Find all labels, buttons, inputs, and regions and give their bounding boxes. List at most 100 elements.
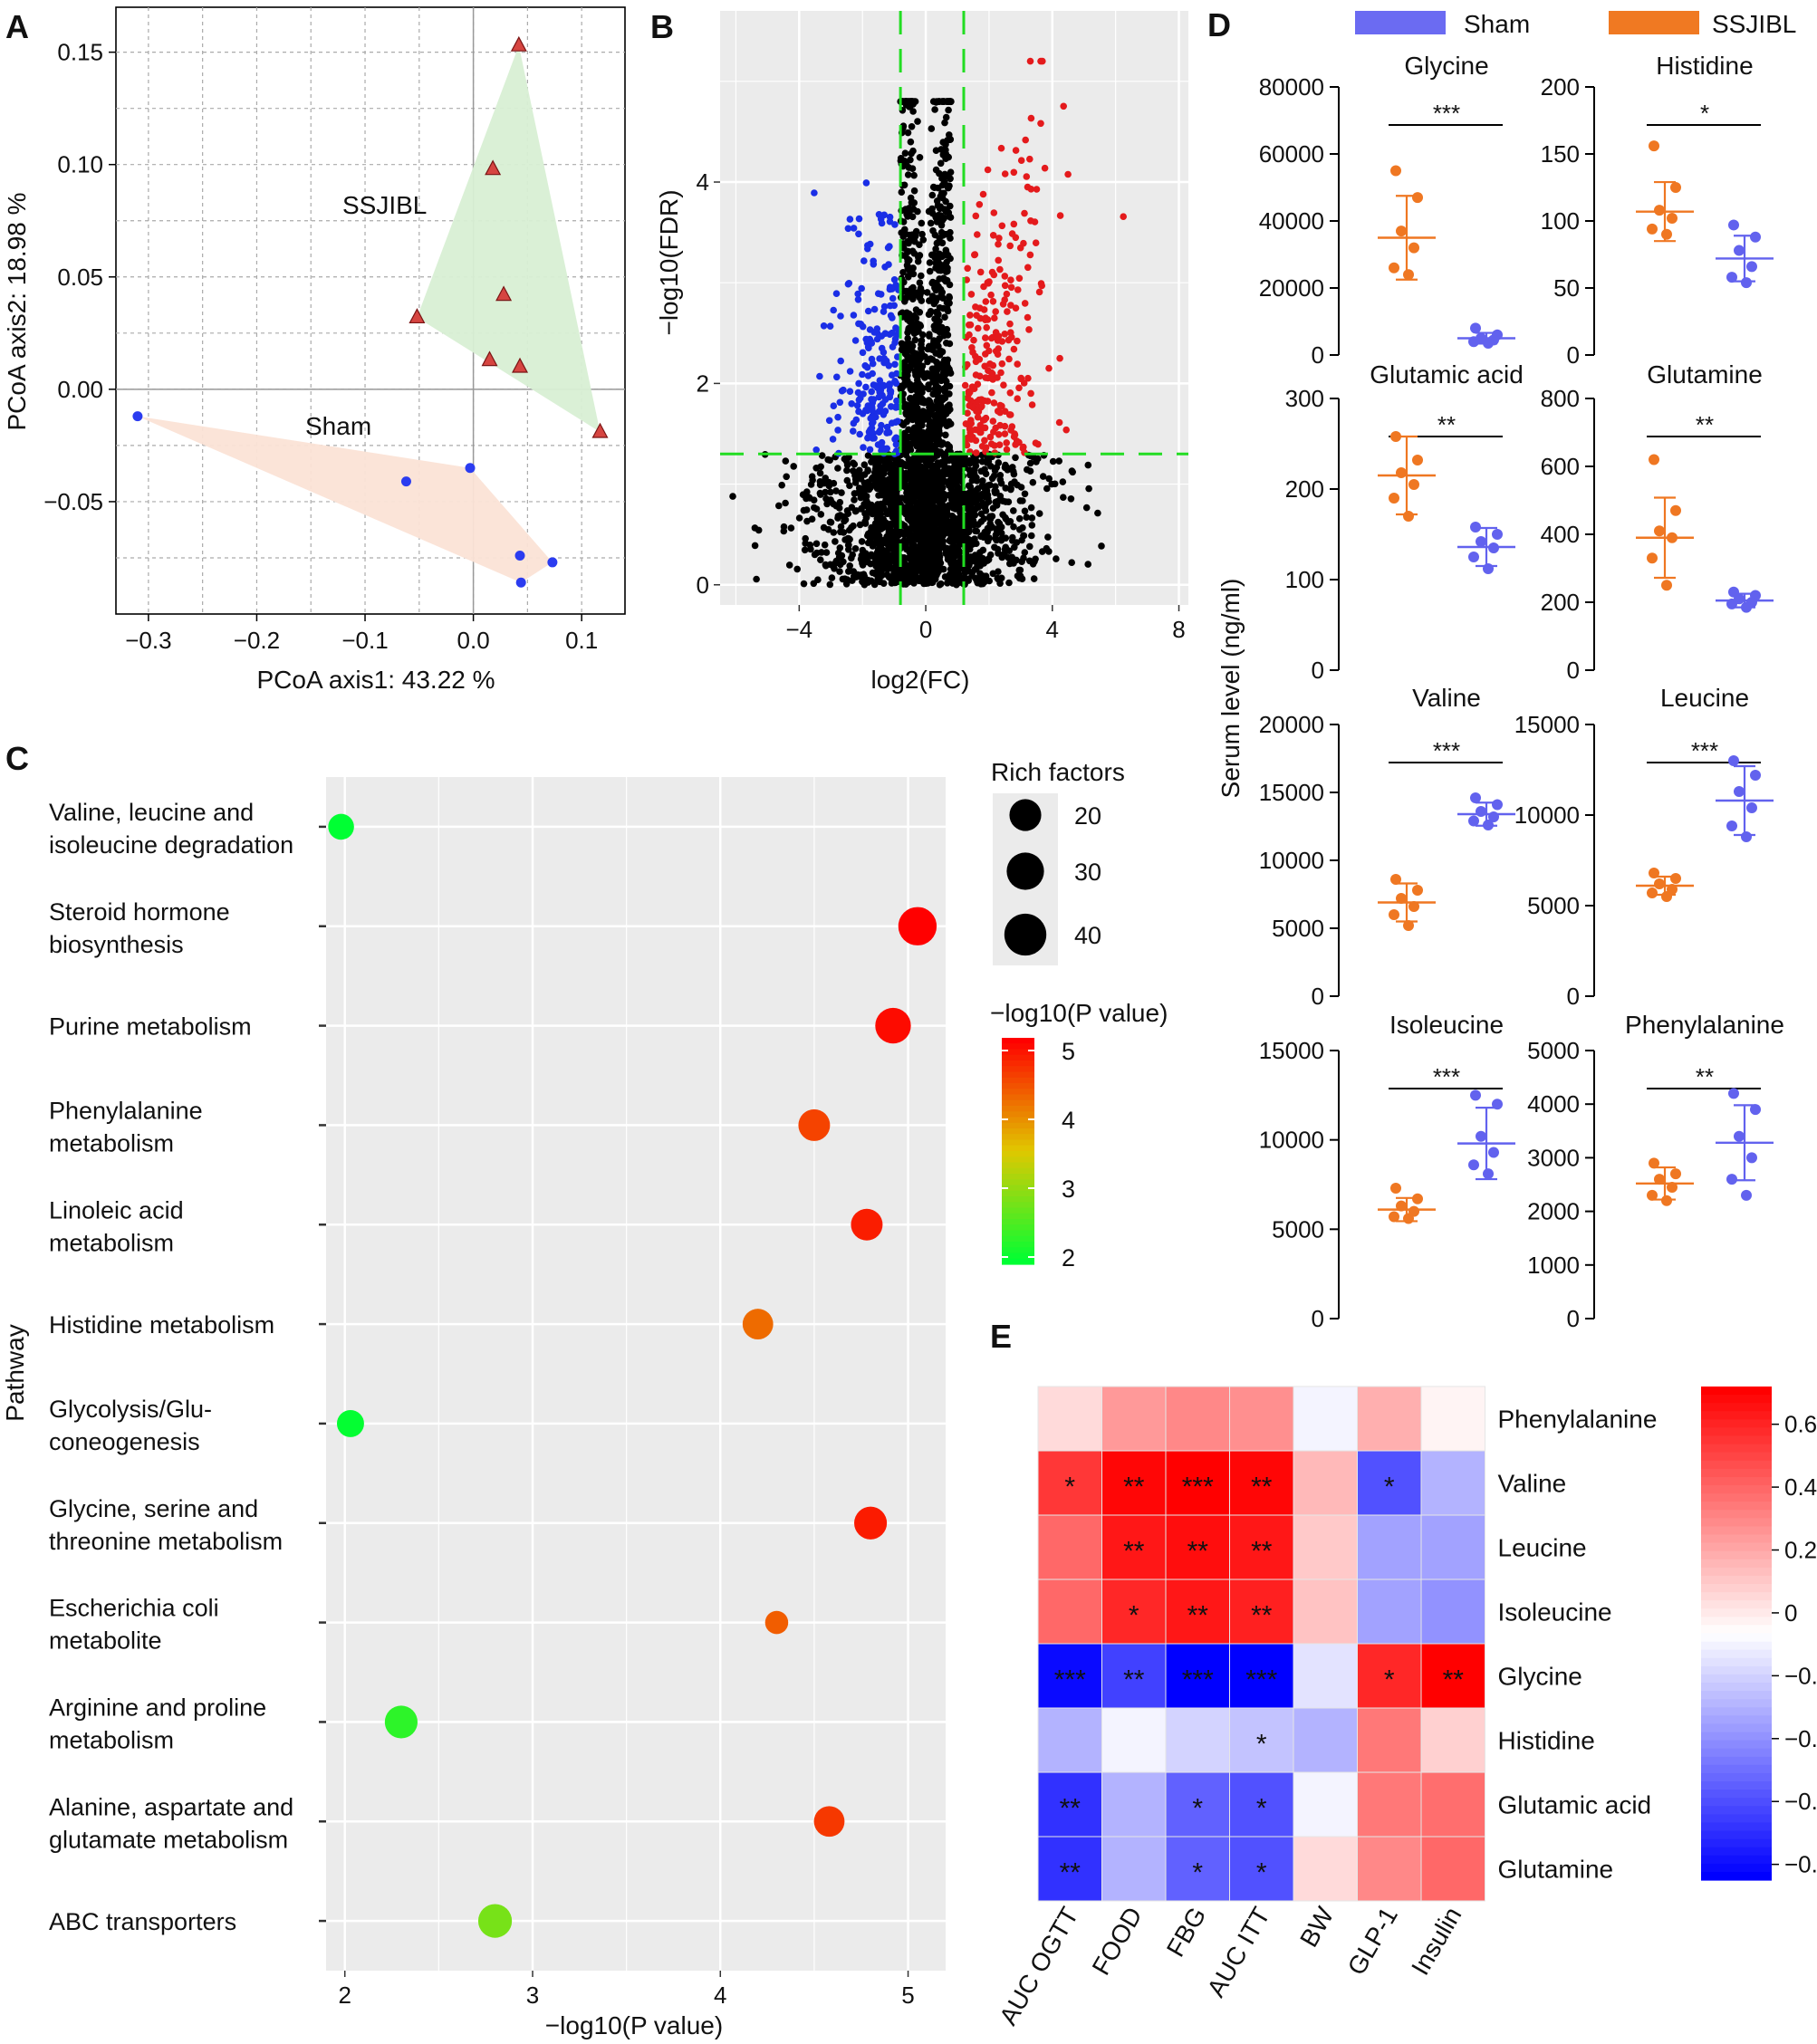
point-ns [927, 571, 934, 578]
point-ns [906, 546, 913, 553]
point-ns [918, 272, 925, 280]
point-up [972, 303, 979, 311]
pathway-bubble [875, 1007, 911, 1044]
point-ns [994, 545, 1002, 553]
point-up [968, 344, 976, 351]
y-tick-label: 5000 [1527, 892, 1580, 919]
colorbar-swatch [1701, 1641, 1772, 1651]
point-up [1024, 313, 1032, 321]
data-point-ssjibl [1670, 1168, 1681, 1180]
colorbar-swatch [1701, 1592, 1772, 1601]
y-axis-label: Serum level (ng/ml) [1216, 579, 1245, 799]
point-ssjibl [481, 350, 498, 367]
color-legend-swatch [1002, 1185, 1034, 1192]
point-ns [826, 581, 834, 589]
point-ns [1039, 473, 1047, 480]
point-down [890, 276, 899, 283]
point-up [982, 374, 989, 381]
point-ns [868, 551, 875, 559]
heatmap-cell [1420, 1771, 1485, 1838]
x-tick-label: −0.1 [341, 627, 388, 654]
y-tick-label: 4000 [1527, 1090, 1580, 1118]
point-ns [922, 415, 930, 423]
point-ns [946, 445, 953, 452]
point-ns [907, 138, 915, 146]
point-ns [882, 494, 890, 501]
color-legend-swatch [1002, 1179, 1034, 1186]
point-ns [906, 318, 914, 326]
data-point-ssjibl [1654, 878, 1665, 889]
pathway-label: Glycolysis/Glu- [49, 1396, 212, 1423]
point-ns [892, 476, 900, 485]
data-point-sham [1483, 1168, 1494, 1180]
x-tick-label: 0.1 [565, 627, 598, 654]
point-sham [547, 557, 558, 568]
point-down [868, 338, 875, 346]
point-up [1012, 304, 1020, 312]
point-ns [1038, 548, 1046, 555]
point-ns [1028, 532, 1035, 540]
color-legend-swatch [1002, 1196, 1034, 1203]
point-ns [915, 254, 922, 261]
y-tick-label: 20000 [1259, 711, 1324, 738]
point-ns [937, 222, 946, 229]
point-ns [811, 504, 818, 512]
point-ns [822, 549, 831, 556]
point-ns [1055, 457, 1062, 465]
point-ns [1014, 481, 1021, 489]
point-up [1014, 395, 1021, 403]
point-ns [903, 525, 910, 533]
point-ns [832, 487, 840, 494]
colorbar-swatch [1701, 1575, 1772, 1585]
point-down [856, 430, 863, 438]
point-ns [837, 523, 845, 531]
point-down [883, 423, 891, 431]
cell-significance: * [1256, 1858, 1267, 1888]
point-up [989, 231, 997, 239]
point-up [1062, 426, 1070, 434]
point-ns [921, 498, 929, 505]
point-ns [979, 477, 986, 485]
point-up [1056, 212, 1064, 219]
point-up [989, 417, 997, 425]
point-ns [995, 568, 1002, 575]
data-point-ssjibl [1667, 1181, 1678, 1193]
pathway-label: isoleucine degradation [49, 831, 293, 859]
colorbar-label: −0.6 [1784, 1788, 1817, 1815]
point-down [889, 294, 897, 302]
pathway-bubble [384, 1705, 418, 1739]
size-legend-bubble [1004, 913, 1047, 956]
y-tick-label: 1000 [1527, 1252, 1580, 1279]
colorbar-swatch [1701, 1468, 1772, 1478]
x-axis-label: −log10(P value) [545, 2011, 723, 2039]
point-ns [887, 465, 894, 472]
point-ns [997, 536, 1005, 544]
point-ns [820, 523, 828, 532]
y-tick-label: 600 [1541, 453, 1580, 480]
colorbar-swatch [1701, 1411, 1772, 1420]
data-point-sham [1488, 811, 1499, 822]
point-up [1001, 422, 1009, 430]
row-label: Phenylalanine [1498, 1406, 1658, 1434]
row-label: Valine [1498, 1470, 1567, 1498]
point-ns [917, 498, 924, 505]
point-ssjibl [409, 308, 426, 324]
point-ns [947, 420, 955, 427]
point-down [881, 396, 889, 404]
point-ns [965, 544, 973, 552]
point-ns [981, 578, 988, 586]
point-ns [845, 546, 852, 553]
point-down [812, 446, 820, 454]
data-point-ssjibl [1649, 868, 1659, 878]
point-ns [807, 481, 815, 488]
cell-significance: ** [1251, 1473, 1273, 1502]
colorbar-swatch [1701, 1542, 1772, 1552]
point-up [976, 201, 984, 208]
point-down [854, 296, 862, 303]
heatmap-cell [1229, 1643, 1294, 1709]
colorbar-swatch [1701, 1764, 1772, 1774]
point-ns [1028, 514, 1036, 522]
point-ns [871, 474, 880, 481]
point-down [854, 290, 861, 298]
y-tick-label: 0 [1312, 1305, 1324, 1332]
